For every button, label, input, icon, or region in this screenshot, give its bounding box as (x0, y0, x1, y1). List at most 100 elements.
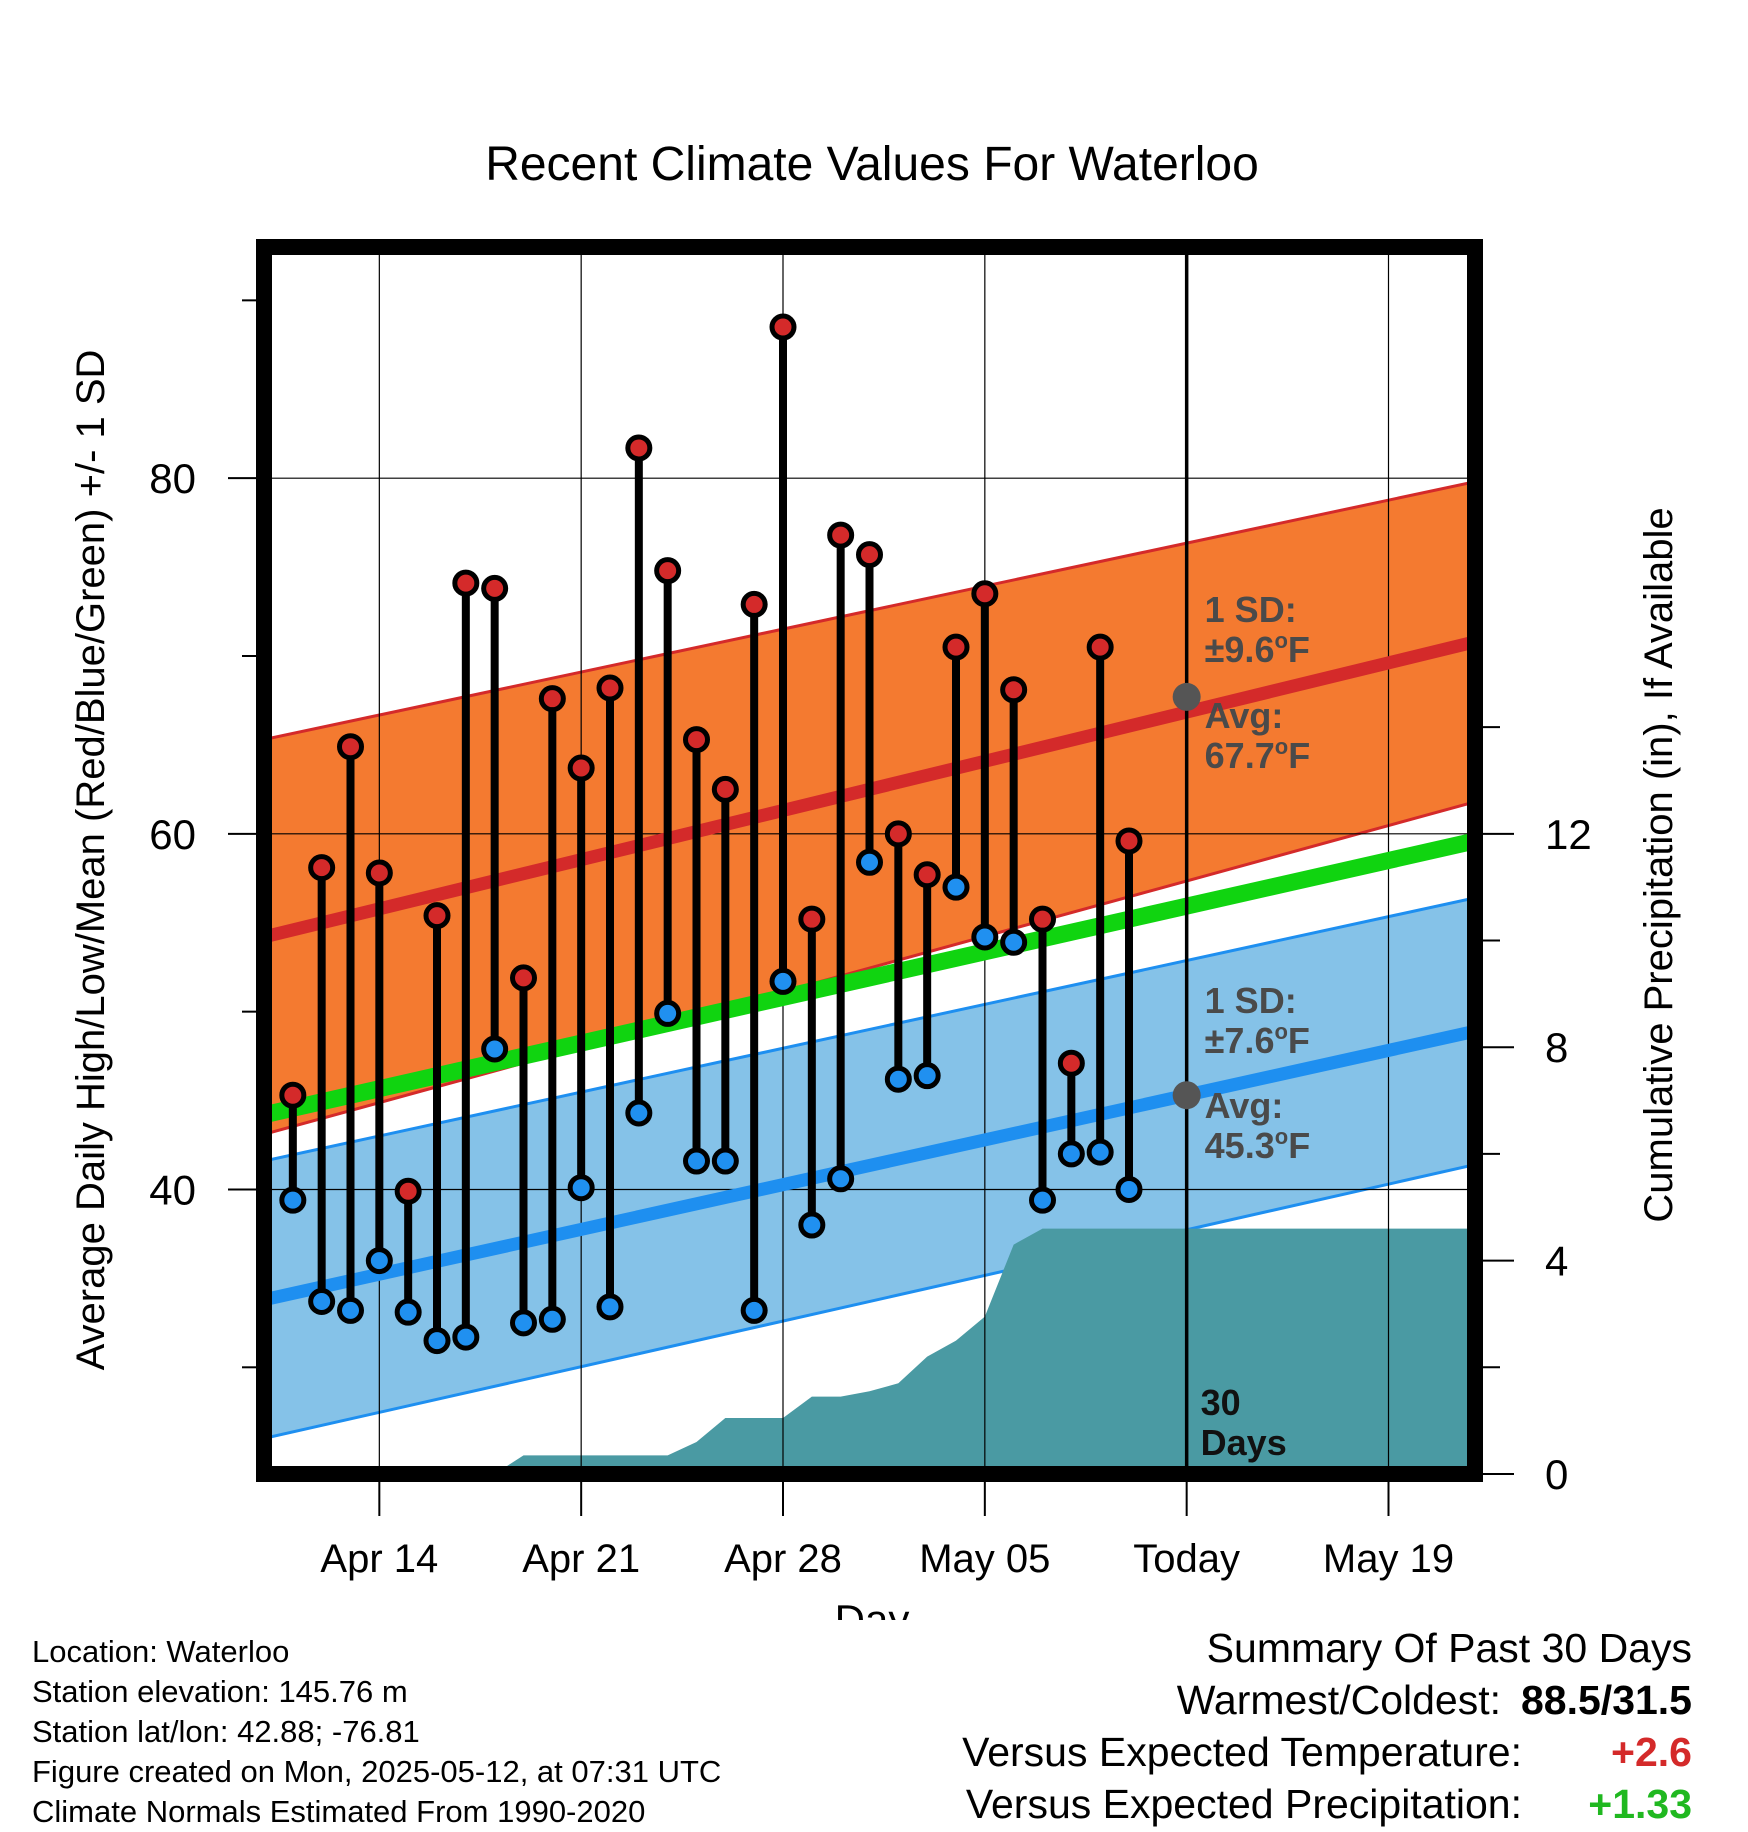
daily-low-point (1086, 1138, 1114, 1166)
daily-low-point (1147, 0, 1169, 11)
degree-symbol: o (1274, 628, 1287, 653)
y2-tick-label: 12 (1545, 811, 1592, 858)
daily-low-point (625, 1099, 653, 1127)
daily-low-point (740, 1296, 768, 1324)
daily-low-point (1000, 928, 1028, 956)
today-low-normal-point (1172, 1081, 1201, 1110)
high-avg-label: Avg: (1205, 695, 1284, 736)
x-axis-label: Day (835, 1596, 910, 1620)
x-tick-label: May 19 (1323, 1537, 1454, 1581)
daily-high-point (971, 580, 999, 608)
daily-high-point (481, 574, 509, 602)
y2-tick-label: 8 (1545, 1024, 1568, 1071)
daily-high-point (596, 674, 624, 702)
low-sd-value-unit: F (1288, 1020, 1310, 1061)
high-avg-value: 67.7oF (1205, 734, 1311, 776)
daily-low-point (971, 923, 999, 951)
daily-high-point (913, 861, 941, 889)
y2-axis-label: Cumulative Precipitation (in), If Availa… (1637, 507, 1681, 1222)
daily-low-point (856, 848, 883, 876)
daily-high-point (683, 726, 710, 754)
daily-low-point (942, 873, 970, 901)
daily-low-point (1115, 1175, 1143, 1203)
daily-high-point (567, 754, 595, 782)
y-tick-label: 80 (149, 455, 196, 502)
daily-low-point (337, 1296, 364, 1324)
daily-low-point (683, 1147, 710, 1175)
low-avg-value-value: 45.3 (1205, 1125, 1275, 1166)
window-label-line1: 30 (1201, 1382, 1241, 1423)
daily-low-point (279, 1186, 307, 1214)
daily-high-point (452, 569, 480, 597)
summary-title: Summary Of Past 30 Days (1206, 1625, 1692, 1671)
daily-high-point (279, 1081, 307, 1109)
summary-panel: Summary Of Past 30 Days Warmest/Coldest:… (962, 1622, 1692, 1830)
y-axis-label: Average Daily High/Low/Mean (Red/Blue/Gr… (69, 350, 113, 1371)
x-tick-label: Apr 21 (522, 1537, 640, 1581)
temp-value: +2.6 (1611, 1729, 1692, 1775)
daily-high-point (884, 820, 912, 848)
degree-symbol: o (1274, 1019, 1287, 1044)
warm-cold-label: Warmest/Coldest: (1176, 1677, 1501, 1723)
x-tick-label: Apr 28 (724, 1537, 842, 1581)
y-tick-label: 40 (149, 1166, 196, 1213)
window-label-line2: Days (1201, 1422, 1287, 1463)
temp-label: Versus Expected Temperature: (962, 1729, 1522, 1775)
daily-low-point (452, 1323, 480, 1351)
daily-high-point (510, 964, 537, 992)
high-avg-value-unit: F (1288, 735, 1310, 776)
daily-high-point (654, 557, 682, 585)
daily-low-point (884, 1065, 912, 1093)
low-avg-value-unit: F (1288, 1125, 1310, 1166)
daily-low-point (567, 1174, 595, 1202)
daily-high-point (423, 902, 451, 930)
daily-low-point (769, 967, 797, 995)
x-tick-label: May 05 (919, 1537, 1050, 1581)
daily-low-point (913, 1062, 941, 1090)
summary-precip: Versus Expected Precipitation: +1.33 (962, 1778, 1692, 1830)
daily-high-point (827, 521, 855, 549)
today-high-normal-point (1172, 682, 1201, 711)
y2-tick-label: 0 (1545, 1451, 1568, 1498)
degree-symbol: o (1275, 734, 1288, 759)
daily-high-point (1057, 1049, 1085, 1077)
daily-low-point (394, 1298, 422, 1326)
daily-low-point (481, 1035, 509, 1063)
daily-low-point (798, 1211, 826, 1239)
daily-high-point (308, 854, 336, 882)
location-text: Location: Waterloo (32, 1634, 290, 1669)
plot-frame (256, 239, 1483, 1482)
summary-warm-cold: Warmest/Coldest: 88.5/31.5 (962, 1674, 1692, 1726)
daily-high-point (769, 313, 797, 341)
high-sd-value: ±9.6oF (1205, 628, 1310, 670)
high-avg-value-value: 67.7 (1205, 735, 1275, 776)
daily-low-point (510, 1309, 537, 1337)
high-sd-label: 1 SD: (1205, 589, 1297, 630)
low-sd-value: ±7.6oF (1205, 1019, 1310, 1061)
daily-low-point (1029, 1186, 1056, 1214)
precip-label: Versus Expected Precipitation: (965, 1781, 1522, 1827)
daily-high-point (394, 1177, 422, 1205)
daily-high-point (538, 685, 566, 713)
daily-low-point (654, 999, 682, 1027)
normals-text: Climate Normals Estimated From 1990-2020 (32, 1794, 646, 1829)
daily-high-point (798, 905, 826, 933)
daily-high-point (337, 733, 364, 761)
daily-high-point (1086, 633, 1114, 661)
elevation-text: Station elevation: 145.76 m (32, 1674, 408, 1709)
daily-high-point (365, 859, 393, 887)
high-sd-value-unit: F (1288, 629, 1310, 670)
degree-symbol: o (1275, 1124, 1288, 1149)
daily-high-point (711, 775, 739, 803)
x-tick-label: Apr 14 (320, 1537, 438, 1581)
x-tick-label: Today (1133, 1537, 1240, 1581)
daily-high-point (1115, 827, 1143, 855)
daily-low-point (827, 1165, 855, 1193)
plot-area (264, 0, 1475, 1474)
latlon-text: Station lat/lon: 42.88; -76.81 (32, 1714, 420, 1749)
daily-high-point (856, 541, 883, 569)
station-info: Location: Waterloo Station elevation: 14… (32, 1632, 721, 1832)
chart-title: Recent Climate Values For Waterloo (485, 138, 1259, 191)
high-sd-value-value: ±9.6 (1205, 629, 1275, 670)
